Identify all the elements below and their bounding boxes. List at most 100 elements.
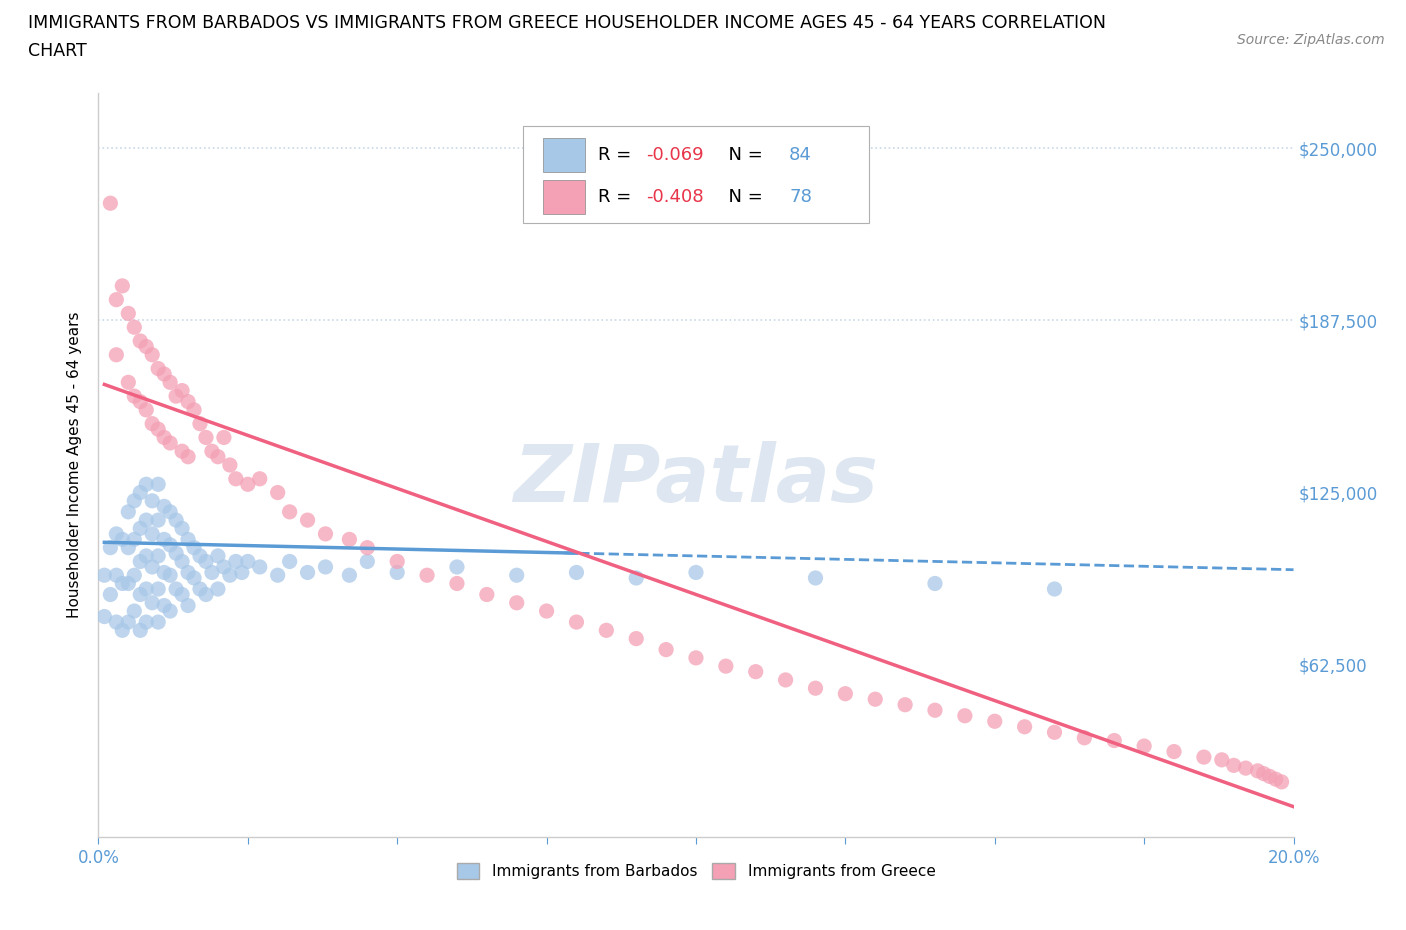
Point	[1271, 775, 1294, 790]
Point	[219, 568, 242, 583]
Point	[129, 554, 152, 569]
Point	[159, 435, 181, 450]
Point	[105, 615, 128, 630]
Point	[834, 686, 856, 701]
Point	[124, 568, 146, 583]
Text: ZIPatlas: ZIPatlas	[513, 441, 879, 519]
Point	[111, 278, 134, 293]
Point	[135, 477, 157, 492]
Point	[188, 549, 211, 564]
Point	[111, 576, 134, 591]
Point	[141, 560, 163, 575]
Point	[98, 540, 122, 555]
Point	[231, 565, 253, 580]
Point	[201, 444, 224, 458]
Point	[315, 526, 337, 541]
Point	[129, 623, 152, 638]
Point	[177, 449, 200, 464]
Point	[924, 703, 946, 718]
Point	[148, 615, 170, 630]
Y-axis label: Householder Income Ages 45 - 64 years: Householder Income Ages 45 - 64 years	[67, 312, 83, 618]
Point	[117, 540, 139, 555]
Point	[1043, 581, 1066, 596]
Point	[685, 650, 707, 665]
Point	[626, 631, 648, 646]
Point	[1258, 769, 1281, 784]
Point	[1264, 772, 1286, 787]
Point	[124, 320, 146, 335]
Point	[129, 521, 152, 536]
Point	[446, 560, 468, 575]
Point	[219, 458, 242, 472]
Point	[685, 565, 707, 580]
Point	[117, 504, 139, 519]
Point	[177, 565, 200, 580]
Point	[1163, 744, 1185, 759]
Point	[506, 568, 529, 583]
Point	[655, 643, 678, 658]
Point	[1014, 719, 1036, 734]
Text: 84: 84	[789, 146, 813, 165]
Point	[141, 595, 163, 610]
Point	[183, 570, 205, 585]
Point	[172, 444, 194, 458]
Text: Source: ZipAtlas.com: Source: ZipAtlas.com	[1237, 33, 1385, 46]
Point	[506, 595, 529, 610]
Point	[172, 521, 194, 536]
Point	[267, 485, 290, 500]
Point	[124, 494, 146, 509]
Text: 78: 78	[789, 188, 813, 206]
Point	[1104, 733, 1126, 748]
Point	[159, 375, 181, 390]
FancyBboxPatch shape	[543, 139, 585, 172]
Point	[141, 417, 163, 432]
Point	[93, 609, 115, 624]
Text: -0.408: -0.408	[645, 188, 703, 206]
Point	[148, 581, 170, 596]
Text: R =: R =	[598, 146, 637, 165]
Point	[626, 570, 648, 585]
Point	[188, 581, 211, 596]
Point	[356, 554, 378, 569]
Point	[984, 714, 1007, 729]
Point	[195, 587, 218, 602]
Point	[1073, 730, 1095, 745]
Point	[177, 394, 200, 409]
Point	[177, 532, 200, 547]
Point	[153, 565, 176, 580]
Text: R =: R =	[598, 188, 637, 206]
Point	[775, 672, 797, 687]
Point	[207, 549, 229, 564]
Point	[135, 581, 157, 596]
Point	[225, 472, 247, 486]
Point	[148, 421, 170, 436]
Point	[953, 709, 976, 724]
Point	[165, 512, 187, 527]
Point	[135, 615, 157, 630]
Point	[894, 698, 917, 712]
Point	[165, 581, 187, 596]
Point	[124, 604, 146, 618]
Point	[129, 485, 152, 500]
Point	[1247, 764, 1270, 778]
Point	[249, 472, 271, 486]
Point	[297, 565, 319, 580]
Text: CHART: CHART	[28, 42, 87, 60]
Text: N =: N =	[717, 188, 769, 206]
Point	[148, 477, 170, 492]
Point	[105, 347, 128, 362]
Point	[278, 504, 301, 519]
Point	[1234, 761, 1257, 776]
Point	[385, 554, 409, 569]
Point	[105, 526, 128, 541]
Point	[236, 477, 259, 492]
Text: -0.069: -0.069	[645, 146, 703, 165]
Point	[339, 568, 361, 583]
Point	[141, 526, 163, 541]
Point	[804, 570, 827, 585]
Point	[98, 196, 122, 211]
Point	[475, 587, 498, 602]
Point	[105, 292, 128, 307]
Point	[1192, 750, 1215, 764]
Point	[195, 554, 218, 569]
